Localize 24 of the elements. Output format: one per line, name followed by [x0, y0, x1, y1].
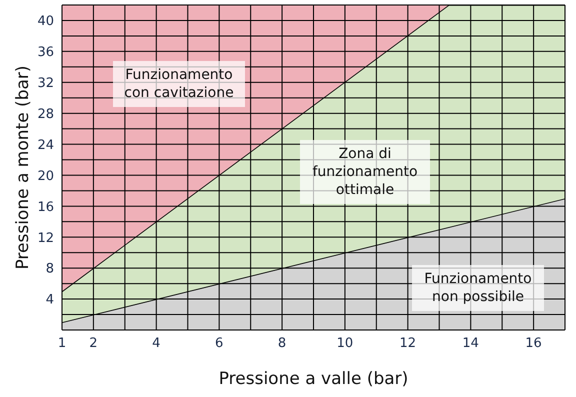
y-tick-label: 8 — [46, 262, 54, 277]
y-tick-label: 40 — [37, 14, 54, 30]
y-tick-label: 12 — [37, 230, 54, 246]
y-tick-label: 28 — [37, 106, 54, 122]
y-tick-label: 16 — [37, 200, 54, 215]
y-tick-label: 36 — [37, 45, 54, 60]
x-tick-label: 12 — [400, 336, 416, 352]
x-tick-label: 1 — [58, 336, 66, 352]
y-tick-label: 20 — [37, 168, 54, 184]
x-axis-title: Pressione a valle (bar) — [218, 369, 408, 389]
annotation: Funzionamento con cavitazione — [113, 61, 245, 107]
x-tick-label: 8 — [278, 336, 286, 352]
x-tick-label: 10 — [336, 336, 354, 352]
x-tick-label: 14 — [462, 336, 479, 352]
y-axis-title: Pressione a monte (bar) — [13, 65, 34, 270]
x-tick-label: 4 — [152, 336, 160, 352]
y-tick-label: 32 — [37, 76, 54, 91]
y-tick-label: 4 — [46, 292, 54, 308]
x-tick-label: 2 — [89, 336, 98, 352]
x-tick-label: 16 — [525, 336, 542, 352]
annotation: Zona di funzionamento ottimale — [300, 140, 430, 204]
annotation: Funzionamento non possibile — [412, 265, 544, 311]
x-tick-label: 6 — [215, 336, 224, 352]
y-tick-label: 24 — [37, 138, 54, 153]
